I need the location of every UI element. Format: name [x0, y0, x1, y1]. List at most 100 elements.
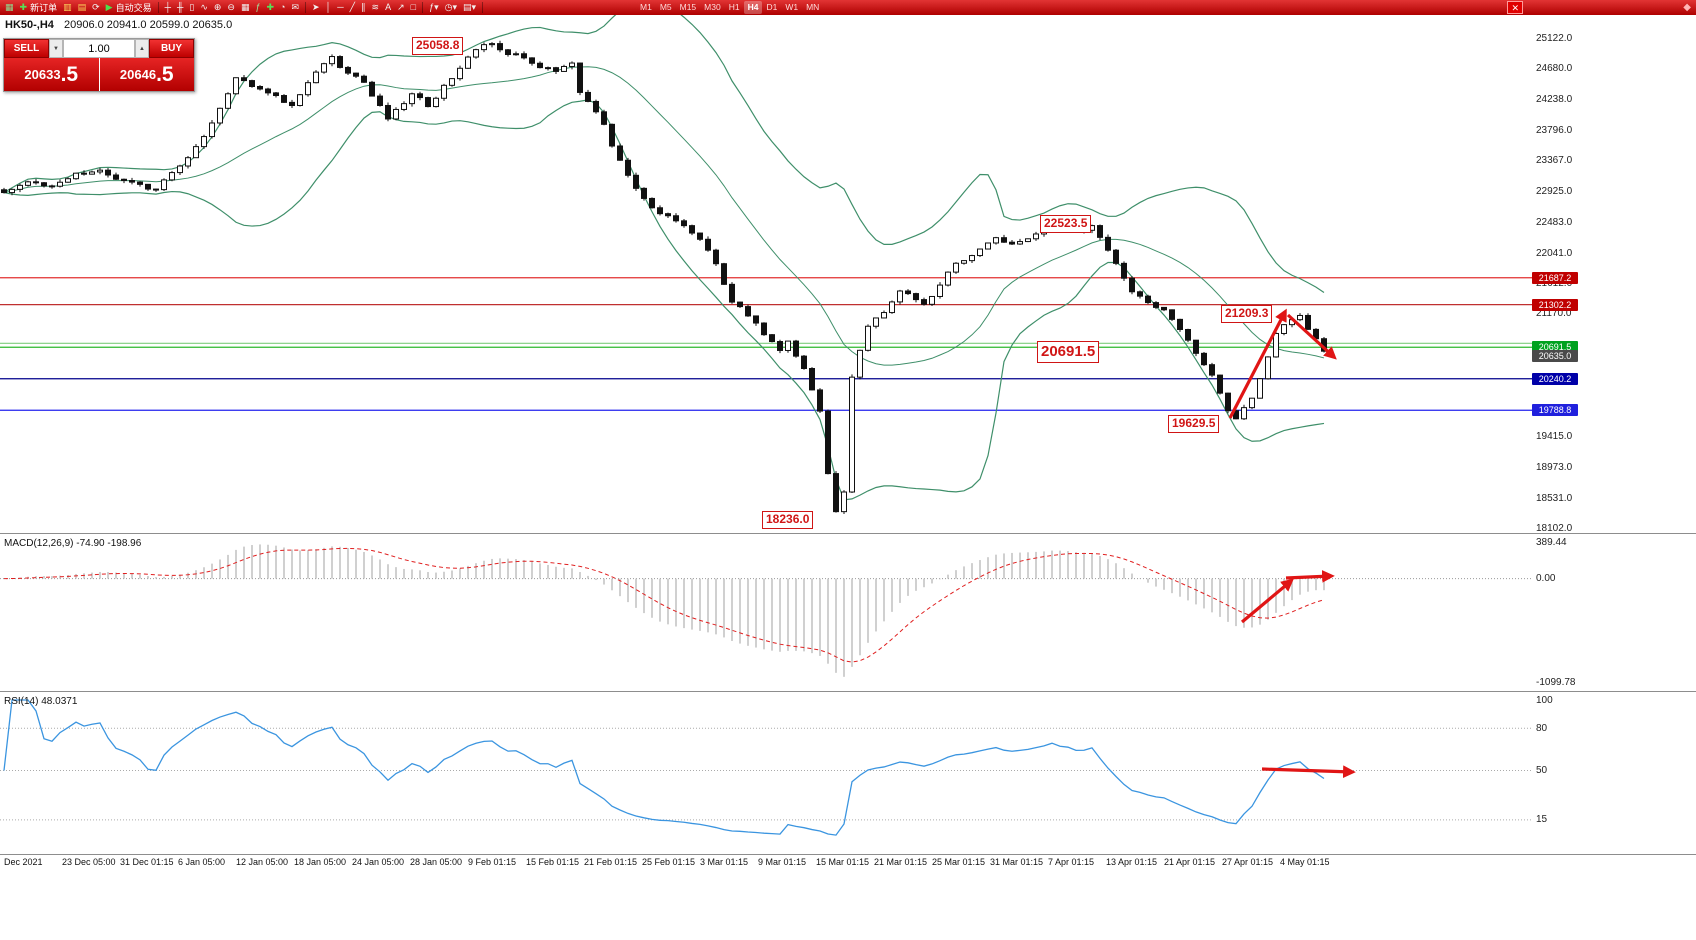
bar-chart-button[interactable]: ╫ [174, 1, 186, 14]
cursor-tool-button[interactable]: ➤ [309, 1, 323, 14]
panel-divider[interactable] [0, 533, 1696, 534]
time-axis-label: 23 Dec 05:00 [62, 857, 116, 867]
panel-divider[interactable] [0, 691, 1696, 692]
crosshair-tool-button[interactable]: ┼ [162, 1, 174, 14]
auto-trading-button[interactable]: ▶ 自动交易 [103, 1, 155, 14]
price-axis[interactable]: 25122.0 24680.0 24238.0 23796.0 23367.0 22925… [1532, 0, 1696, 940]
mailbox-button[interactable]: ✉ [288, 1, 302, 14]
timeframe-w1[interactable]: W1 [785, 2, 799, 12]
ohlc-values: 20906.0 20941.0 20599.0 20635.0 [63, 19, 233, 31]
panel-divider[interactable] [0, 854, 1696, 855]
tile-windows-icon: ▦ [240, 2, 250, 12]
indicator-list-button[interactable]: ƒ▾ [426, 1, 442, 14]
volume-decrease-button[interactable]: ▼ [49, 39, 63, 58]
time-axis-label: 9 Feb 01:15 [468, 857, 517, 867]
macd-indicator-label: MACD(12,26,9) -74.90 -198.96 [4, 538, 141, 549]
refresh-button[interactable]: ⟳ [89, 1, 103, 14]
cursor-tool-icon: ➤ [312, 2, 320, 12]
zoom-in-button[interactable]: ⊕ [211, 1, 225, 14]
rsi-axis-label: 15 [1536, 814, 1548, 826]
charts-grid-button[interactable]: ▥ [60, 1, 75, 14]
app-menu-button[interactable]: ▦ [2, 1, 17, 14]
period-list-icon: ◷▾ [444, 2, 457, 12]
price-callout: 19629.5 [1168, 415, 1220, 433]
timeframe-h1[interactable]: H1 [728, 2, 740, 12]
zoom-in-icon: ⊕ [213, 2, 222, 12]
candlestick-chart-button[interactable]: ▯ [186, 1, 197, 14]
toolbar-separator [305, 2, 307, 13]
price-axis-label: 22483.0 [1536, 216, 1573, 228]
timeframe-m30[interactable]: M30 [704, 2, 721, 12]
charts-grid-icon: ▥ [63, 2, 72, 12]
template-list-button[interactable]: ▤▾ [460, 1, 479, 14]
volume-increase-button[interactable]: ▲ [135, 39, 149, 58]
toolbar-separator [157, 2, 159, 13]
price-callout: 22523.5 [1040, 215, 1092, 233]
rsi-axis-label: 80 [1536, 722, 1548, 734]
alerts-button[interactable]: ◔ [277, 1, 288, 14]
arrow-tool-icon: ↗ [397, 2, 405, 12]
fibonacci-tool-button[interactable]: ≋ [369, 1, 383, 14]
timeframe-m5[interactable]: M5 [659, 2, 672, 12]
horizontal-line-tool-button[interactable]: ─ [334, 1, 346, 14]
price-axis-label: 18102.0 [1536, 522, 1573, 534]
price-axis-label: 22925.0 [1536, 185, 1573, 197]
alerts-icon: ◔ [280, 2, 286, 12]
new-order-button[interactable]: ✚ 新订单 [17, 1, 61, 14]
line-chart-icon: ∿ [200, 2, 208, 12]
line-chart-button[interactable]: ∿ [197, 1, 211, 14]
volume-input[interactable] [63, 39, 135, 58]
timeframe-m1[interactable]: M1 [640, 2, 652, 12]
rsi-axis-label: 100 [1536, 694, 1553, 706]
zoom-out-icon: ⊖ [227, 2, 235, 12]
vertical-line-tool-button[interactable]: │ [323, 1, 335, 14]
close-button[interactable]: ✕ [1507, 1, 1524, 14]
period-list-button[interactable]: ◷▾ [442, 1, 460, 14]
price-line-tag: 21302.2 [1532, 298, 1578, 311]
shapes-tool-button[interactable]: □ [408, 1, 419, 14]
time-axis-label: 6 Jan 05:00 [178, 857, 226, 867]
timeframe-m15[interactable]: M15 [679, 2, 697, 12]
toolbar-separator [482, 2, 483, 13]
timeframe-d1[interactable]: D1 [766, 2, 778, 12]
rsi-axis-label: 50 [1536, 765, 1548, 776]
price-axis-label: 19415.0 [1536, 430, 1573, 442]
rsi-indicator-label: RSI(14) 48.0371 [4, 696, 77, 707]
sell-button[interactable]: SELL [4, 39, 49, 58]
auto-trading-icon: ▶ [105, 2, 113, 12]
trade-controls-row: SELL ▼ ▲ BUY [4, 39, 194, 58]
candlestick-chart-icon: ▯ [189, 2, 195, 12]
trade-prices-row: 20633.5 20646.5 [4, 58, 194, 91]
vertical-line-tool-icon: │ [325, 2, 332, 12]
price-callout: 18236.0 [762, 511, 814, 529]
profiles-button[interactable]: ▤ [75, 1, 90, 14]
time-axis[interactable]: Dec 2021 23 Dec 05:00 31 Dec 01:15 6 Jan 05… [0, 857, 1696, 871]
time-axis-label: 27 Apr 01:15 [1222, 857, 1274, 867]
buy-button[interactable]: BUY [149, 39, 194, 58]
horizontal-line-tool-icon: ─ [337, 2, 344, 12]
timeframe-h4[interactable]: H4 [743, 1, 763, 14]
buy-price-display[interactable]: 20646.5 [99, 58, 194, 91]
arrow-tool-button[interactable]: ↗ [394, 1, 408, 14]
price-callout: 25058.8 [412, 37, 464, 55]
rsi-name: RSI(14) [4, 696, 39, 707]
indicators-button[interactable]: ƒ [252, 1, 263, 14]
macd-name: MACD(12,26,9) [4, 538, 74, 549]
trendline-tool-button[interactable]: ╱ [347, 1, 358, 14]
fibonacci-tool-icon: ≋ [371, 2, 380, 12]
text-tool-button[interactable]: A [382, 1, 394, 14]
app-menu-icon: ▦ [5, 2, 14, 12]
crosshair-tool-icon: ┼ [164, 2, 171, 12]
buy-price-main: 20646 [119, 67, 157, 82]
zoom-out-button[interactable]: ⊖ [224, 1, 238, 14]
sell-price-display[interactable]: 20633.5 [4, 58, 99, 91]
add-indicator-button[interactable]: ✚ [264, 1, 278, 14]
timeframe-mn[interactable]: MN [806, 2, 820, 12]
one-click-trading-panel: SELL ▼ ▲ BUY 20633.5 20646.5 [3, 38, 195, 92]
price-axis-label: 22041.0 [1536, 247, 1573, 259]
time-axis-label: 25 Mar 01:15 [932, 857, 986, 867]
tile-windows-button[interactable]: ▦ [238, 1, 253, 14]
rsi-value: 48.0371 [41, 696, 78, 707]
channel-tool-button[interactable]: ∥ [358, 1, 369, 14]
